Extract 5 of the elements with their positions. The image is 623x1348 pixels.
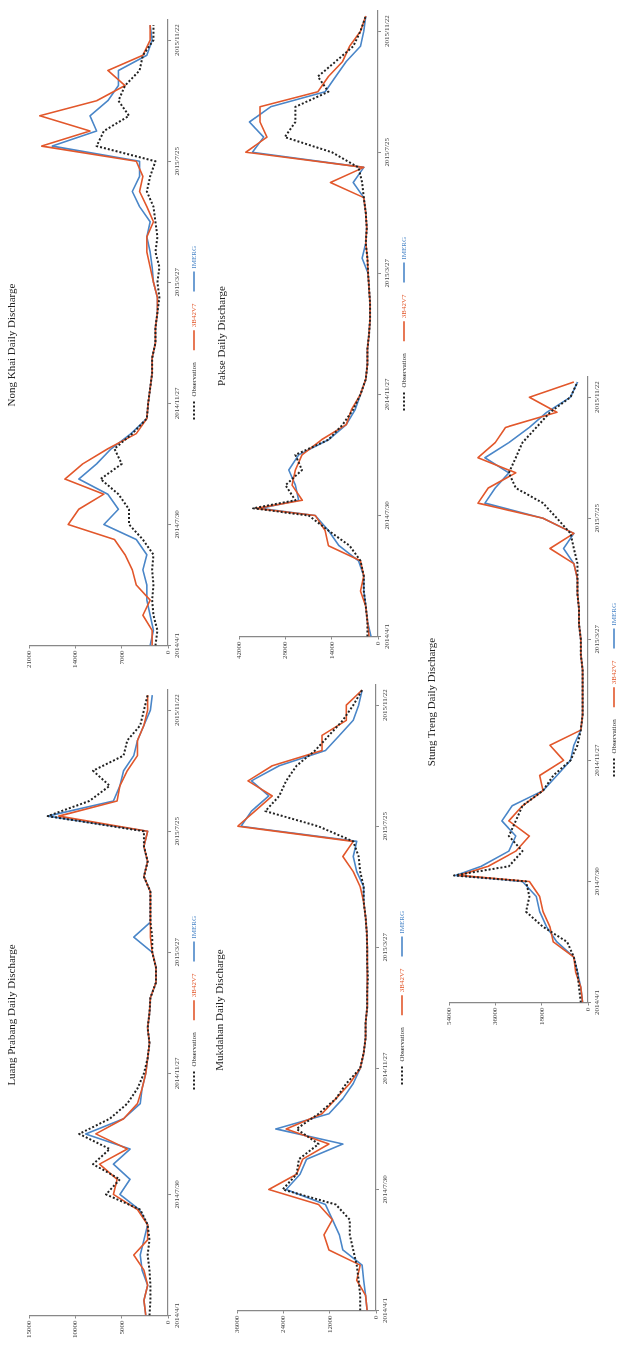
text: Stung Treng Daily Discharge (425, 637, 438, 767)
text: Luang Prabang Daily Discharge (5, 944, 18, 1086)
text: Pakse Daily Discharge (215, 285, 228, 386)
text: Mukdahan Daily Discharge (213, 949, 226, 1071)
text: Nong Khai Daily Discharge (5, 283, 18, 407)
